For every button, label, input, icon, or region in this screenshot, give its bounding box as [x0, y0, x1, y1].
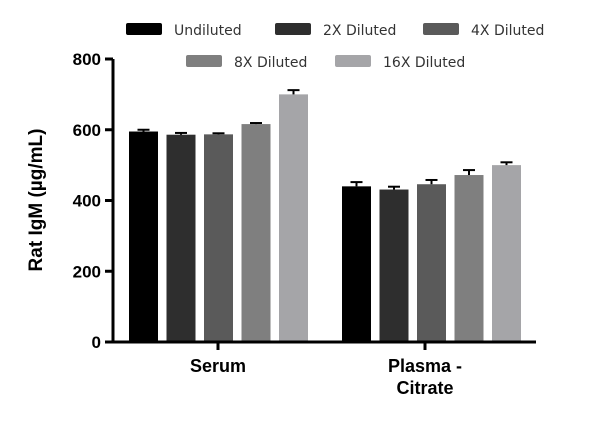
- legend-swatch: [126, 23, 162, 35]
- legend-label: 4X Diluted: [471, 23, 544, 39]
- category-label: Serum: [190, 356, 246, 376]
- legend-label: 8X Diluted: [234, 55, 307, 71]
- legend-swatch: [275, 23, 311, 35]
- y-tick-label: 0: [92, 333, 101, 352]
- legend-label: 2X Diluted: [323, 23, 396, 39]
- bar: [241, 124, 271, 342]
- bar: [492, 165, 521, 342]
- bar: [342, 186, 371, 342]
- bar: [204, 134, 233, 342]
- legend-label: Undiluted: [174, 23, 242, 39]
- bar: [279, 94, 308, 342]
- legend-label: 16X Diluted: [383, 55, 465, 71]
- legend: Undiluted 2X Diluted 4X Diluted 8X Diluted 1…: [126, 23, 544, 71]
- legend-swatch: [186, 55, 222, 67]
- category-label: Plasma -: [388, 356, 462, 376]
- y-tick-label: 200: [73, 262, 101, 281]
- bar: [454, 175, 484, 342]
- bar: [166, 134, 196, 342]
- x-categories: Serum Plasma -Citrate: [190, 342, 462, 398]
- bar: [417, 184, 446, 342]
- legend-swatch: [335, 55, 371, 67]
- bars: [129, 89, 521, 342]
- y-ticks: 0 200 400 600 800: [73, 50, 113, 352]
- y-tick-label: 800: [73, 50, 101, 69]
- bar: [379, 189, 409, 342]
- bar: [129, 131, 158, 342]
- category-label: Citrate: [396, 378, 453, 398]
- y-axis-title: Rat IgM (µg/mL): [26, 129, 47, 272]
- y-tick-label: 600: [73, 121, 101, 140]
- y-tick-label: 400: [73, 192, 101, 211]
- legend-swatch: [423, 23, 459, 35]
